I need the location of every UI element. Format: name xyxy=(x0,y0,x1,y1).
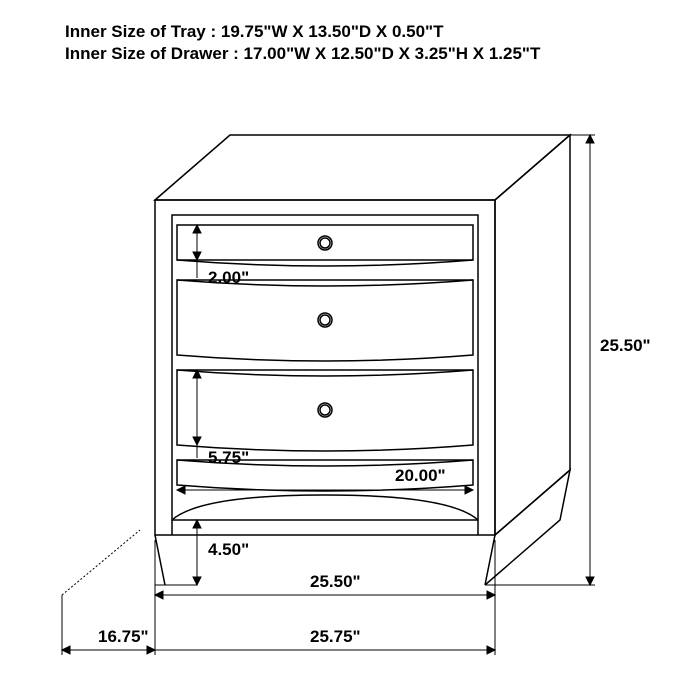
cabinet-diagram xyxy=(0,0,700,700)
